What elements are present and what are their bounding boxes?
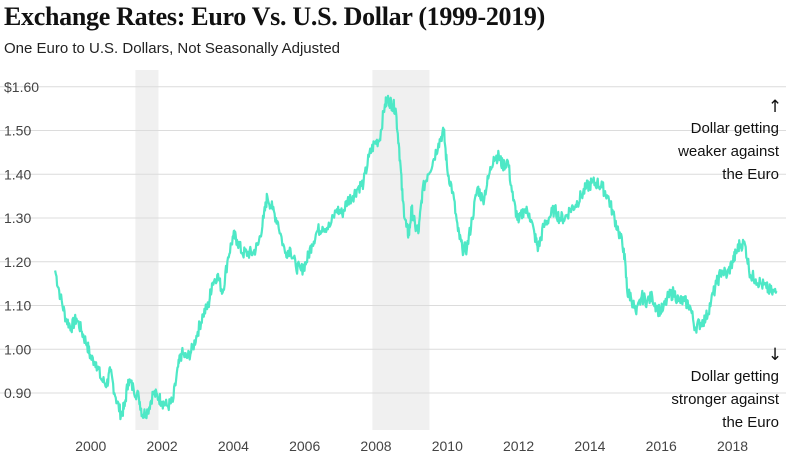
y-axis-ticks: $1.60 1.50 1.40 1.30 1.20 1.10 1.00 0.90 [4, 79, 39, 401]
x-tick-label: 2006 [289, 438, 320, 454]
y-tick-label: 1.40 [4, 166, 31, 182]
shaded-period-1 [135, 70, 159, 430]
annotation-line: the Euro [722, 414, 779, 431]
annotation-weaker: ↑ Dollar getting weaker against the Euro [677, 97, 782, 183]
y-tick-label: 1.20 [4, 254, 31, 270]
x-tick-label: 2000 [75, 438, 106, 454]
y-tick-label: 1.50 [4, 123, 31, 139]
annotation-line: stronger against [671, 391, 779, 408]
y-tick-label: 1.10 [4, 298, 31, 314]
x-tick-label: 2010 [432, 438, 463, 454]
chart-subtitle: One Euro to U.S. Dollars, Not Seasonally… [4, 40, 341, 57]
x-tick-label: 2008 [360, 438, 391, 454]
y-tick-label: 0.90 [4, 385, 31, 401]
arrow-up-icon: ↑ [768, 97, 782, 117]
annotations: ↑ Dollar getting weaker against the Euro ↓ Do… [671, 97, 782, 431]
recession-shading [135, 70, 430, 430]
annotation-line: the Euro [722, 166, 779, 183]
x-tick-label: 2012 [503, 438, 534, 454]
x-tick-label: 2014 [574, 438, 605, 454]
annotation-line: Dollar getting [691, 120, 779, 137]
x-tick-label: 2002 [147, 438, 178, 454]
y-tick-label: 1.00 [4, 341, 31, 357]
x-tick-label: 2016 [646, 438, 677, 454]
y-tick-label: $1.60 [4, 79, 39, 95]
annotation-line: weaker against [677, 143, 780, 160]
arrow-down-icon: ↓ [768, 345, 782, 365]
x-axis-ticks: 2000 2002 2004 2006 2008 2010 2012 2014 2016 2018 [75, 438, 748, 454]
annotation-line: Dollar getting [691, 368, 779, 385]
annotation-stronger: ↓ Dollar getting stronger against the Euro [671, 345, 782, 431]
gridlines [0, 86, 786, 394]
chart-title: Exchange Rates: Euro Vs. U.S. Dollar (19… [4, 2, 545, 31]
x-tick-label: 2004 [218, 438, 249, 454]
series-line-1 [54, 94, 778, 421]
x-tick-label: 2018 [717, 438, 748, 454]
shaded-period-2 [372, 70, 430, 430]
y-tick-label: 1.30 [4, 210, 31, 226]
series-layer [54, 94, 778, 421]
